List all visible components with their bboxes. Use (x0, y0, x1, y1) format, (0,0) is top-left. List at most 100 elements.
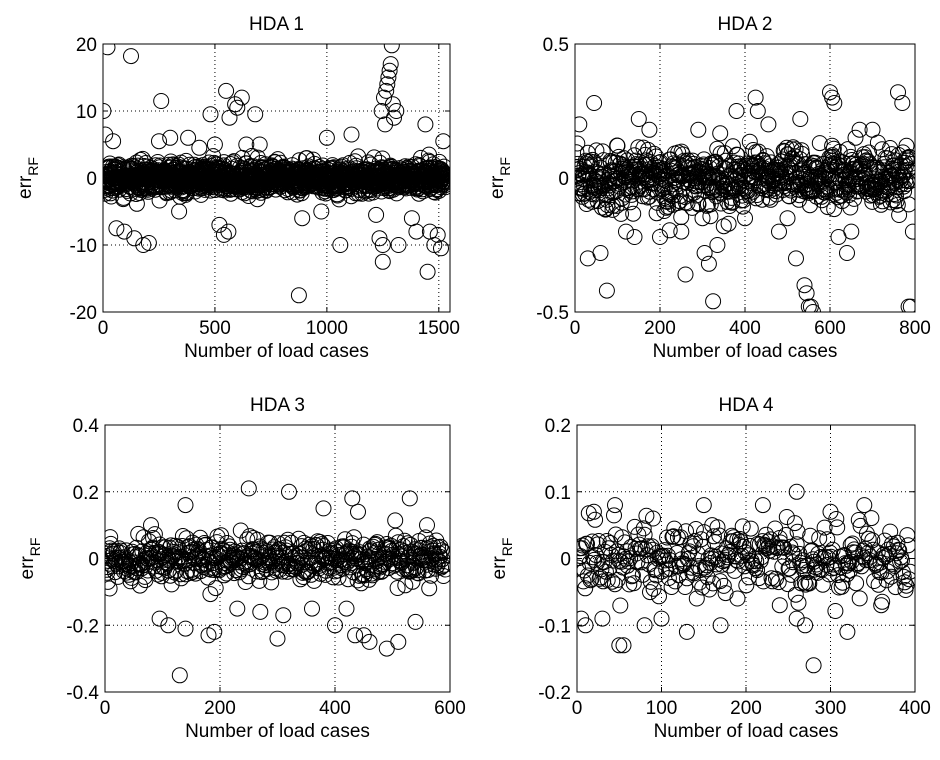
data-point (729, 147, 746, 163)
data-point (583, 570, 600, 587)
data-point (889, 196, 906, 213)
data-point (650, 550, 667, 567)
data-point (585, 503, 602, 520)
y-axis-label: errRF (487, 157, 513, 199)
data-point (437, 179, 450, 196)
data-point (666, 520, 683, 537)
x-tick-label: 0 (98, 318, 109, 339)
data-point (635, 520, 652, 537)
y-tick-label: -10 (70, 236, 97, 257)
data-point (437, 561, 450, 578)
data-point (778, 509, 795, 525)
data-point (687, 532, 703, 549)
x-tick-label: 0 (572, 698, 583, 719)
data-point (183, 561, 200, 578)
data-point (575, 180, 590, 197)
data-point (383, 44, 400, 54)
data-point (783, 141, 800, 158)
data-point (900, 161, 915, 178)
data-point (870, 576, 887, 593)
data-point (648, 567, 665, 584)
data-point (848, 575, 865, 592)
y-axis-label-subscript: RF (499, 538, 515, 557)
x-tick-label: 0 (570, 318, 581, 339)
data-point (330, 569, 347, 586)
data-point (730, 155, 747, 172)
data-point (901, 149, 915, 166)
data-point (779, 210, 796, 227)
data-point (902, 155, 915, 172)
data-point (374, 237, 391, 253)
data-point (741, 187, 758, 204)
data-point (283, 534, 300, 551)
data-point (249, 531, 266, 548)
data-point (160, 617, 177, 634)
y-tick-label: 0 (88, 550, 99, 571)
data-point (429, 226, 446, 243)
data-point (389, 580, 406, 596)
data-point (388, 103, 405, 119)
y-tick-label: 0.4 (73, 416, 100, 437)
data-point (742, 520, 759, 537)
data-point (894, 95, 911, 111)
data-point (206, 623, 223, 640)
data-point (126, 230, 143, 247)
data-point (705, 575, 721, 592)
data-point (700, 255, 717, 272)
data-point (758, 526, 775, 543)
data-point (764, 177, 781, 194)
data-point (721, 198, 738, 214)
data-point (747, 89, 764, 106)
data-point (771, 597, 788, 614)
data-point (738, 577, 755, 594)
data-point (615, 637, 632, 654)
x-tick-label: 600 (814, 318, 846, 339)
data-point (368, 206, 385, 223)
data-point (839, 245, 855, 261)
data-point (826, 95, 843, 111)
data-point (896, 574, 913, 591)
data-point (891, 207, 908, 223)
data-point (216, 567, 233, 584)
y-axis-label-main: err (17, 556, 38, 580)
y-axis-label-main: err (489, 556, 510, 580)
data-point (851, 121, 868, 138)
data-point (290, 287, 307, 304)
data-point (847, 129, 864, 146)
data-point (640, 538, 657, 555)
data-point (575, 135, 586, 152)
data-point (626, 518, 643, 535)
data-point (162, 129, 179, 146)
data-point (847, 544, 864, 561)
data-point (746, 550, 763, 567)
data-point (869, 544, 886, 561)
data-point (754, 497, 771, 514)
data-point (901, 571, 915, 588)
data-point (891, 542, 908, 559)
x-tick-label: 200 (644, 318, 676, 339)
data-point (435, 133, 450, 150)
data-point (801, 575, 818, 592)
y-axis-label: errRF (489, 538, 515, 580)
data-point (792, 111, 809, 127)
x-tick-label: 300 (815, 698, 847, 719)
x-axis-label: Number of load cases (185, 721, 370, 742)
data-point (338, 600, 355, 617)
data-point (146, 526, 163, 543)
y-tick-label: 20 (76, 35, 97, 56)
x-axis-label: Number of load cases (184, 341, 369, 362)
data-point (815, 550, 832, 567)
data-point (606, 507, 622, 524)
data-point (712, 125, 729, 142)
data-point (327, 617, 343, 634)
data-point (704, 517, 721, 534)
data-point (103, 44, 116, 56)
y-tick-label: -0.2 (66, 616, 99, 637)
data-point (705, 528, 722, 545)
data-point (887, 579, 904, 596)
data-point (673, 143, 690, 160)
x-tick-label: 1000 (306, 318, 348, 339)
data-point (788, 536, 805, 553)
y-axis-label: errRF (15, 157, 41, 199)
